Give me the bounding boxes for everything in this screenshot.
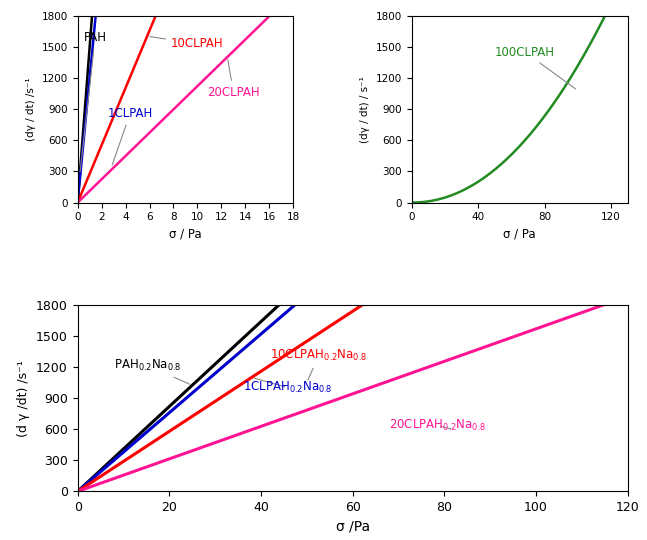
- Y-axis label: (dγ / dt) /s⁻¹: (dγ / dt) /s⁻¹: [26, 78, 36, 141]
- X-axis label: σ / Pa: σ / Pa: [503, 228, 536, 241]
- Text: 10CLPAH: 10CLPAH: [150, 37, 224, 50]
- Text: PAH$_{0.2}$Na$_{0.8}$: PAH$_{0.2}$Na$_{0.8}$: [115, 358, 190, 384]
- Y-axis label: (d γ /dt) /s⁻¹: (d γ /dt) /s⁻¹: [17, 360, 30, 437]
- Y-axis label: (dγ / dt) / s⁻¹: (dγ / dt) / s⁻¹: [360, 76, 370, 143]
- Text: 1CLPAH: 1CLPAH: [107, 106, 153, 165]
- Text: 20CLPAH$_{0.2}$Na$_{0.8}$: 20CLPAH$_{0.2}$Na$_{0.8}$: [389, 418, 487, 434]
- Text: 10CLPAH$_{0.2}$Na$_{0.8}$: 10CLPAH$_{0.2}$Na$_{0.8}$: [270, 348, 367, 380]
- Text: 1CLPAH$_{0.2}$Na$_{0.8}$: 1CLPAH$_{0.2}$Na$_{0.8}$: [243, 378, 333, 395]
- Text: 100CLPAH: 100CLPAH: [495, 45, 576, 89]
- X-axis label: σ / Pa: σ / Pa: [169, 228, 202, 241]
- Text: PAH: PAH: [80, 31, 107, 172]
- Text: 20CLPAH: 20CLPAH: [207, 60, 259, 99]
- X-axis label: σ /Pa: σ /Pa: [336, 519, 369, 534]
